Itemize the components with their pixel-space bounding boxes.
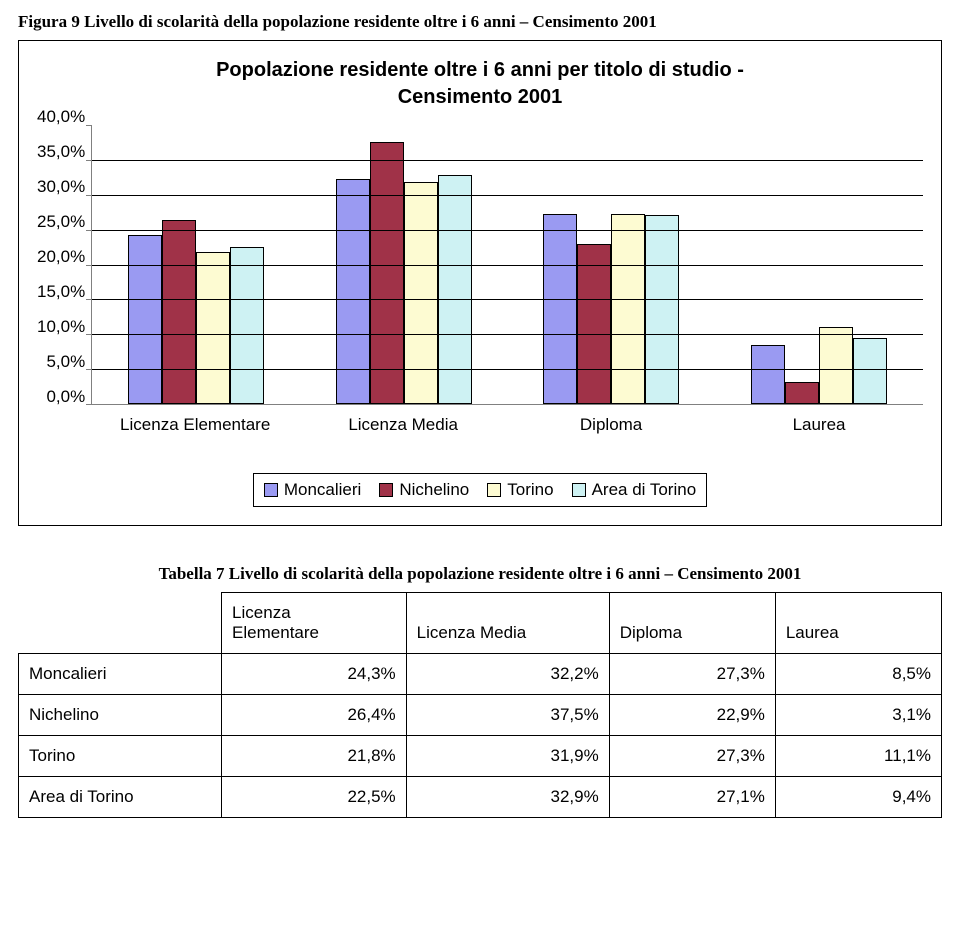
grid-line [92,299,923,300]
table-header-col2: Licenza Media [406,593,609,654]
bar [336,179,370,404]
table-header-col3: Diploma [609,593,775,654]
y-tick [86,195,92,196]
legend-label: Area di Torino [592,480,697,500]
y-tick [86,369,92,370]
grid-line [92,230,923,231]
table-header-col1-line2: Elementare [232,623,319,642]
table-row-label: Torino [19,736,222,777]
table-caption: Tabella 7 Livello di scolarità della pop… [18,564,942,584]
y-tick [86,265,92,266]
table-cell: 22,5% [222,777,407,818]
chart-title-line1: Popolazione residente oltre i 6 anni per… [216,59,744,81]
table-cell: 21,8% [222,736,407,777]
bar [751,345,785,404]
table-cell: 11,1% [775,736,941,777]
figure-caption: Figura 9 Livello di scolarità della popo… [18,12,942,32]
bar [819,327,853,404]
bar [196,252,230,404]
legend-item: Area di Torino [572,480,697,500]
table-row: Moncalieri24,3%32,2%27,3%8,5% [19,654,942,695]
chart-legend: Moncalieri Nichelino Torino Area di Torino [253,473,707,507]
table-cell: 27,3% [609,736,775,777]
chart-area: 40,0%35,0%30,0%25,0%20,0%15,0%10,0%5,0%0… [37,125,923,455]
table-header-empty [19,593,222,654]
data-table: Licenza Elementare Licenza Media Diploma… [18,592,942,818]
x-axis-labels: Licenza ElementareLicenza MediaDiplomaLa… [91,415,923,435]
bar [370,142,404,404]
y-axis: 40,0%35,0%30,0%25,0%20,0%15,0%10,0%5,0%0… [37,125,91,405]
y-tick [86,404,92,405]
bar [611,214,645,404]
table-cell: 27,3% [609,654,775,695]
legend-swatch [572,483,586,497]
chart-container: Popolazione residente oltre i 6 anni per… [18,40,942,526]
legend-item: Moncalieri [264,480,361,500]
grid-line [92,195,923,196]
table-cell: 27,1% [609,777,775,818]
y-tick [86,230,92,231]
legend-label: Moncalieri [284,480,361,500]
grid-line [92,160,923,161]
table-row: Area di Torino22,5%32,9%27,1%9,4% [19,777,942,818]
legend-label: Nichelino [399,480,469,500]
table-row: Torino21,8%31,9%27,3%11,1% [19,736,942,777]
bar [162,220,196,404]
x-tick-label: Licenza Elementare [91,415,299,435]
chart-title: Popolazione residente oltre i 6 anni per… [37,57,923,111]
bar [230,247,264,404]
bar [853,338,887,404]
table-cell: 9,4% [775,777,941,818]
bar [645,215,679,404]
table-cell: 31,9% [406,736,609,777]
table-cell: 24,3% [222,654,407,695]
table-row-label: Area di Torino [19,777,222,818]
table-cell: 22,9% [609,695,775,736]
table-cell: 37,5% [406,695,609,736]
legend-item: Torino [487,480,553,500]
table-cell: 32,9% [406,777,609,818]
grid-line [92,334,923,335]
legend-label: Torino [507,480,553,500]
bar [543,214,577,404]
table-cell: 32,2% [406,654,609,695]
legend-item: Nichelino [379,480,469,500]
chart-title-line2: Censimento 2001 [398,86,563,108]
x-tick-label: Laurea [715,415,923,435]
y-tick [86,334,92,335]
x-tick-label: Licenza Media [299,415,507,435]
table-cell: 8,5% [775,654,941,695]
table-row-label: Moncalieri [19,654,222,695]
table-header-col1-line1: Licenza [232,603,291,622]
grid-line [92,265,923,266]
table-cell: 26,4% [222,695,407,736]
table-header-col4: Laurea [775,593,941,654]
table-row-label: Nichelino [19,695,222,736]
x-tick-label: Diploma [507,415,715,435]
bar [577,244,611,404]
table-row: Nichelino26,4%37,5%22,9%3,1% [19,695,942,736]
y-tick [86,160,92,161]
table-header-row: Licenza Elementare Licenza Media Diploma… [19,593,942,654]
plot [91,125,923,405]
y-tick [86,299,92,300]
grid-line [92,369,923,370]
legend-swatch [379,483,393,497]
plot-wrap: Licenza ElementareLicenza MediaDiplomaLa… [91,125,923,455]
legend-swatch [487,483,501,497]
bar [785,382,819,404]
table-header-col1: Licenza Elementare [222,593,407,654]
bar [404,182,438,405]
y-tick [86,125,92,126]
bar [128,235,162,404]
table-cell: 3,1% [775,695,941,736]
legend-swatch [264,483,278,497]
